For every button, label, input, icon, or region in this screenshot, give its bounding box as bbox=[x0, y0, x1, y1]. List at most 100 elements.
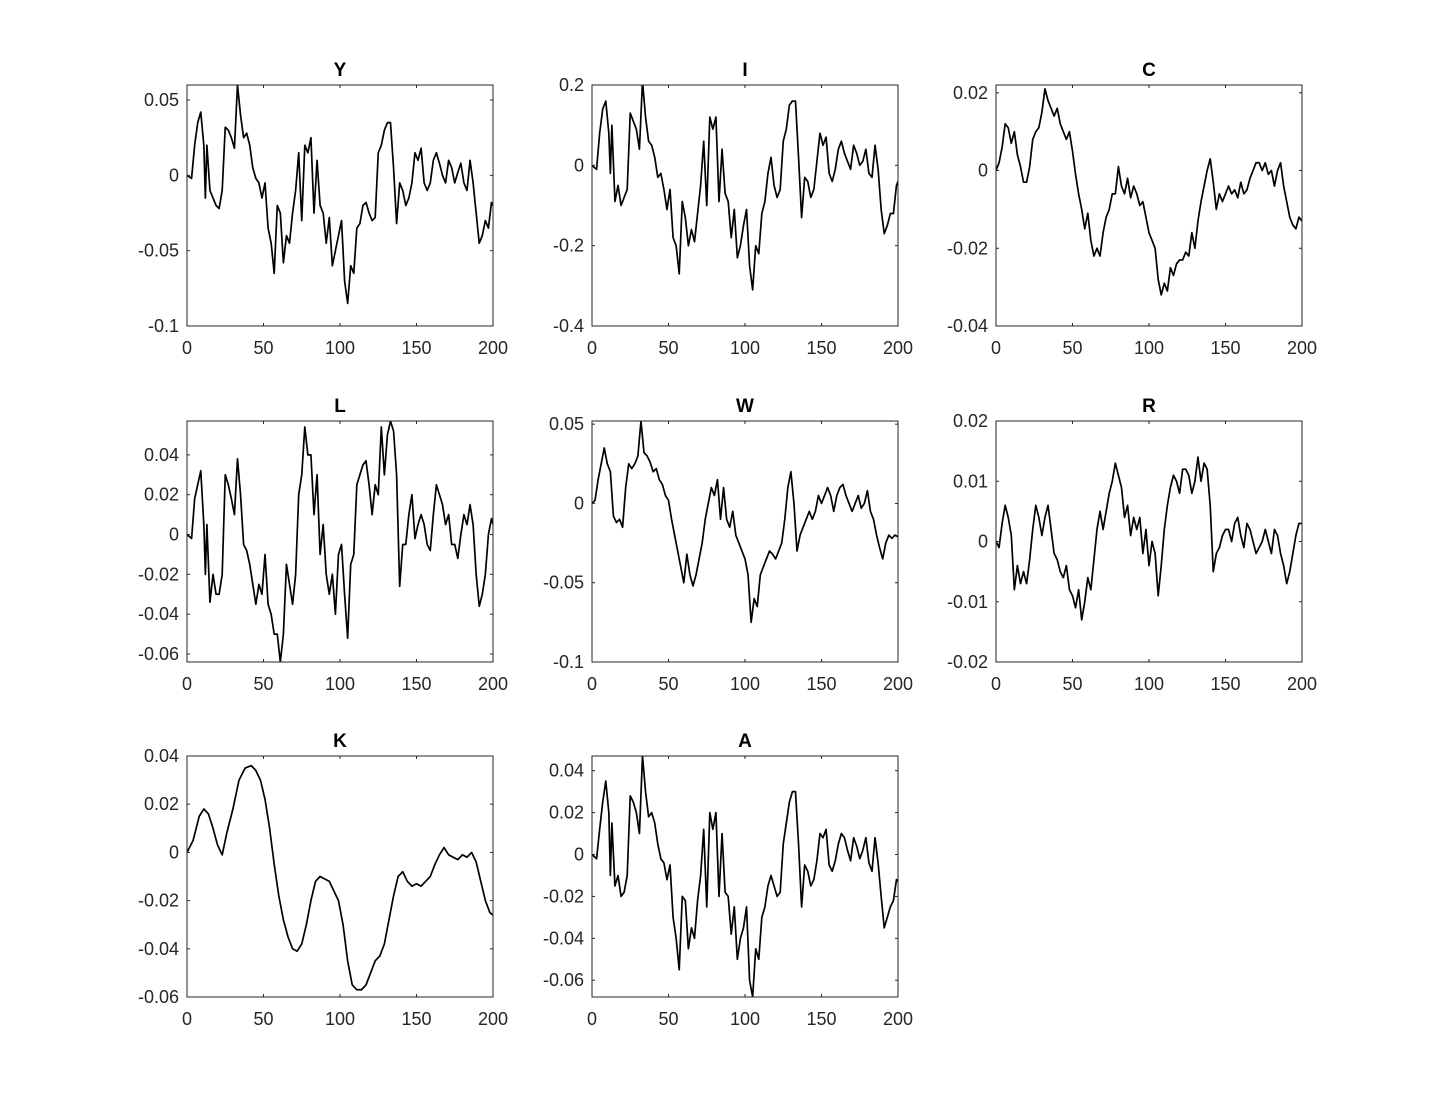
panel-a: 0 50 100 150 200 -0.06 -0.04 -0.02 0 0.02 0.04 A bbox=[543, 731, 913, 1029]
x-tick-label: 100 bbox=[730, 338, 760, 358]
x-tick-label: 150 bbox=[401, 338, 431, 358]
panel-w: 0 50 100 150 200 -0.1 -0.05 0 0.05 W bbox=[543, 396, 913, 694]
x-tick-label: 100 bbox=[730, 1009, 760, 1029]
y-tick-label: 0.04 bbox=[144, 746, 179, 766]
y-tick-label: 0 bbox=[978, 161, 988, 181]
x-tick-label: 50 bbox=[253, 674, 273, 694]
y-tick-label: 0.02 bbox=[549, 803, 584, 823]
x-tick-label: 100 bbox=[325, 1009, 355, 1029]
axes-box-c bbox=[995, 84, 1303, 327]
axes-box-i bbox=[591, 84, 899, 327]
series-line-r bbox=[996, 456, 1302, 621]
y-tick-label: -0.04 bbox=[138, 604, 179, 624]
x-tick-label: 150 bbox=[806, 1009, 836, 1029]
x-tick-label: 200 bbox=[478, 674, 508, 694]
x-tick-label: 200 bbox=[478, 338, 508, 358]
y-tick-label: -0.1 bbox=[553, 652, 584, 672]
y-tick-label: -0.05 bbox=[543, 573, 584, 593]
x-tick-label: 150 bbox=[1210, 674, 1240, 694]
y-tick-label: -0.4 bbox=[553, 316, 584, 336]
y-tick-label: -0.02 bbox=[947, 652, 988, 672]
x-tick-label: 200 bbox=[883, 1009, 913, 1029]
y-tick-label: 0.02 bbox=[953, 83, 988, 103]
axes-box-a bbox=[591, 755, 899, 998]
x-tick-label: 200 bbox=[1287, 338, 1317, 358]
panel-title-w: W bbox=[736, 396, 754, 417]
y-tick-label: 0.01 bbox=[953, 471, 988, 491]
x-tick-label: 50 bbox=[658, 338, 678, 358]
x-tick-label: 50 bbox=[253, 338, 273, 358]
panel-title-r: R bbox=[1142, 396, 1156, 417]
axes-box-k bbox=[186, 755, 494, 998]
x-tick-label: 100 bbox=[325, 338, 355, 358]
panel-y: 0 50 100 150 200 -0.1 -0.05 0 0.05 Y bbox=[138, 60, 508, 358]
panel-i: 0 50 100 150 200 -0.4 -0.2 0 0.2 I bbox=[553, 60, 913, 358]
y-tick-label: -0.04 bbox=[138, 939, 179, 959]
y-tick-label: -0.04 bbox=[543, 928, 584, 948]
y-tick-label: -0.05 bbox=[138, 241, 179, 261]
y-tick-label: -0.1 bbox=[148, 316, 179, 336]
x-tick-label: 0 bbox=[182, 1009, 192, 1029]
x-tick-label: 100 bbox=[325, 674, 355, 694]
x-tick-label: 50 bbox=[1062, 338, 1082, 358]
x-tick-label: 0 bbox=[991, 674, 1001, 694]
panel-l: 0 50 100 150 200 -0.06 -0.04 -0.02 0 0.02 0.04 L bbox=[138, 396, 508, 694]
x-tick-label: 100 bbox=[1134, 338, 1164, 358]
x-tick-label: 200 bbox=[883, 674, 913, 694]
y-tick-label: -0.06 bbox=[543, 970, 584, 990]
y-tick-label: 0.02 bbox=[953, 411, 988, 431]
series-line-c bbox=[996, 88, 1302, 296]
panel-r: 0 50 100 150 200 -0.02 -0.01 0 0.01 0.02 R bbox=[947, 396, 1317, 694]
y-tick-label: -0.01 bbox=[947, 592, 988, 612]
y-tick-label: 0.04 bbox=[549, 761, 584, 781]
x-tick-label: 0 bbox=[182, 338, 192, 358]
y-tick-label: -0.02 bbox=[543, 886, 584, 906]
y-tick-label: -0.06 bbox=[138, 644, 179, 664]
y-tick-label: 0 bbox=[169, 165, 179, 185]
axes-box-r bbox=[995, 420, 1303, 663]
x-tick-label: 50 bbox=[1062, 674, 1082, 694]
panel-c: 0 50 100 150 200 -0.04 -0.02 0 0.02 C bbox=[947, 60, 1317, 358]
x-tick-label: 200 bbox=[883, 338, 913, 358]
x-tick-label: 150 bbox=[1210, 338, 1240, 358]
y-tick-label: 0 bbox=[169, 842, 179, 862]
y-tick-label: 0.05 bbox=[549, 414, 584, 434]
series-line-l bbox=[187, 421, 493, 662]
panel-title-y: Y bbox=[334, 60, 347, 81]
series-line-k bbox=[187, 764, 493, 991]
y-tick-label: 0 bbox=[574, 493, 584, 513]
x-tick-label: 200 bbox=[478, 1009, 508, 1029]
x-tick-label: 50 bbox=[658, 674, 678, 694]
panel-title-a: A bbox=[738, 731, 752, 752]
panel-title-c: C bbox=[1142, 60, 1156, 81]
y-tick-label: -0.04 bbox=[947, 316, 988, 336]
x-tick-label: 50 bbox=[253, 1009, 273, 1029]
y-tick-label: 0.02 bbox=[144, 794, 179, 814]
y-tick-label: 0.02 bbox=[144, 485, 179, 505]
panel-title-k: K bbox=[333, 731, 347, 752]
series-line-a bbox=[592, 756, 898, 997]
y-tick-label: -0.06 bbox=[138, 987, 179, 1007]
x-tick-label: 100 bbox=[1134, 674, 1164, 694]
panel-title-l: L bbox=[334, 396, 346, 417]
x-tick-label: 0 bbox=[991, 338, 1001, 358]
y-tick-label: -0.2 bbox=[553, 236, 584, 256]
x-tick-label: 50 bbox=[658, 1009, 678, 1029]
y-tick-label: 0 bbox=[169, 525, 179, 545]
y-tick-label: 0.2 bbox=[559, 75, 584, 95]
y-tick-label: 0 bbox=[574, 155, 584, 175]
x-tick-label: 150 bbox=[806, 338, 836, 358]
y-tick-label: 0 bbox=[978, 532, 988, 552]
x-tick-label: 150 bbox=[401, 1009, 431, 1029]
axes-box-l bbox=[186, 420, 494, 663]
y-tick-label: 0.05 bbox=[144, 90, 179, 110]
y-tick-label: -0.02 bbox=[138, 564, 179, 584]
panel-title-i: I bbox=[742, 60, 747, 81]
x-tick-label: 0 bbox=[587, 674, 597, 694]
x-tick-label: 200 bbox=[1287, 674, 1317, 694]
x-tick-label: 150 bbox=[401, 674, 431, 694]
y-tick-label: 0.04 bbox=[144, 445, 179, 465]
series-line-i bbox=[592, 85, 898, 291]
series-line-w bbox=[592, 421, 898, 624]
x-tick-label: 0 bbox=[587, 1009, 597, 1029]
